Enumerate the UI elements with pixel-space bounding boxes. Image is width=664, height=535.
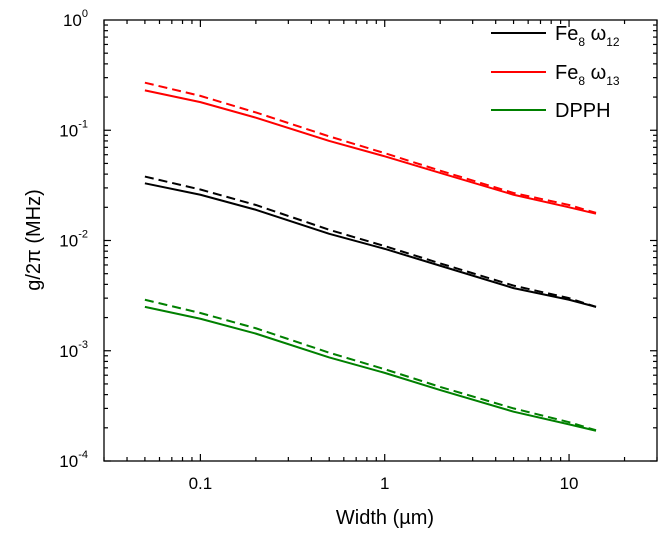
legend-label: Fe8 ω13 — [555, 62, 620, 88]
y-tick-label: 10-4 — [59, 449, 88, 471]
ticks-layer: 0.1 1 10 100 10-1 10-2 10-3 10-4 — [59, 8, 658, 493]
x-tick-label: 10 — [560, 474, 579, 493]
series-line-2-solid — [144, 89, 597, 215]
series-line-3-dashed — [144, 81, 597, 214]
series-line-5-dashed — [144, 298, 597, 432]
legend-label: DPPH — [555, 100, 611, 122]
x-axis-title: Width (µm) — [336, 507, 434, 529]
x-tick-label: 0.1 — [189, 474, 213, 493]
y-tick-label: 100 — [63, 8, 88, 30]
series-line-4-solid — [144, 305, 597, 432]
plot-frame — [103, 19, 658, 462]
y-axis-title: g/2π (MHz) — [23, 189, 45, 291]
y-tick-label: 10-1 — [59, 118, 88, 140]
x-tick-label: 1 — [380, 474, 389, 493]
series-line-0-solid — [144, 182, 597, 308]
y-tick-label: 10-2 — [59, 229, 88, 251]
series-layer — [144, 81, 597, 432]
legend-label: Fe8 ω12 — [555, 23, 620, 49]
y-tick-label: 10-3 — [59, 339, 88, 361]
legend-layer: Fe8 ω12 Fe8 ω13 DPPH — [491, 23, 620, 122]
series-line-1-dashed — [144, 175, 597, 308]
